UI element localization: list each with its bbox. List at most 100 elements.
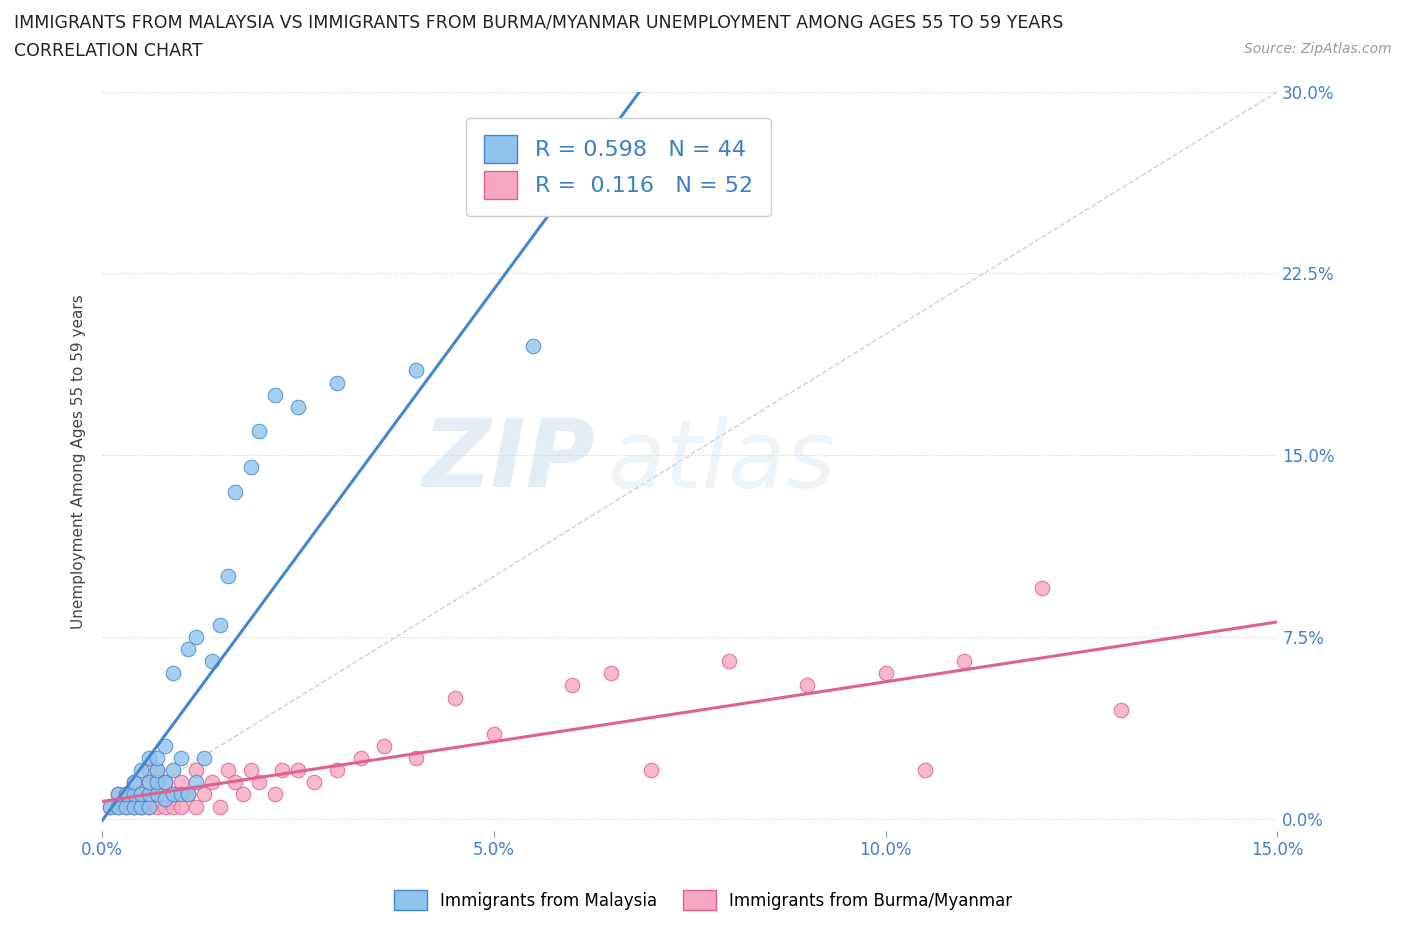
Point	[169, 775, 191, 790]
Point	[208, 799, 231, 814]
Point	[350, 751, 373, 765]
Point	[326, 375, 349, 390]
Point	[287, 399, 309, 414]
Point	[107, 799, 129, 814]
Point	[1109, 702, 1132, 717]
Point	[122, 775, 145, 790]
Point	[131, 763, 153, 777]
Point	[138, 787, 160, 802]
Point	[443, 690, 465, 705]
Point	[169, 751, 191, 765]
Point	[263, 387, 285, 402]
Point	[217, 569, 239, 584]
Point	[600, 666, 623, 681]
Point	[146, 763, 169, 777]
Point	[217, 763, 239, 777]
Point	[177, 787, 200, 802]
Point	[373, 738, 395, 753]
Point	[146, 787, 169, 802]
Point	[186, 630, 208, 644]
Point	[122, 787, 145, 802]
Point	[201, 654, 224, 669]
Point	[138, 763, 160, 777]
Point	[138, 751, 160, 765]
Point	[138, 775, 160, 790]
Point	[482, 726, 505, 741]
Point	[193, 787, 215, 802]
Y-axis label: Unemployment Among Ages 55 to 59 years: Unemployment Among Ages 55 to 59 years	[72, 294, 86, 629]
Point	[114, 799, 136, 814]
Point	[405, 751, 427, 765]
Text: atlas: atlas	[607, 416, 835, 507]
Point	[1031, 581, 1053, 596]
Point	[153, 791, 176, 806]
Point	[186, 775, 208, 790]
Point	[240, 459, 263, 474]
Point	[153, 775, 176, 790]
Point	[153, 738, 176, 753]
Point	[146, 799, 169, 814]
Point	[122, 799, 145, 814]
Point	[224, 775, 246, 790]
Point	[122, 775, 145, 790]
Text: Source: ZipAtlas.com: Source: ZipAtlas.com	[1244, 42, 1392, 56]
Point	[186, 763, 208, 777]
Point	[287, 763, 309, 777]
Point	[169, 799, 191, 814]
Point	[98, 799, 121, 814]
Point	[146, 787, 169, 802]
Point	[193, 751, 215, 765]
Point	[107, 799, 129, 814]
Legend: R = 0.598   N = 44, R =  0.116   N = 52: R = 0.598 N = 44, R = 0.116 N = 52	[465, 117, 770, 217]
Point	[263, 787, 285, 802]
Point	[247, 423, 270, 438]
Point	[131, 787, 153, 802]
Point	[146, 751, 169, 765]
Point	[271, 763, 294, 777]
Point	[162, 666, 184, 681]
Point	[107, 787, 129, 802]
Point	[114, 787, 136, 802]
Point	[131, 799, 153, 814]
Point	[122, 799, 145, 814]
Point	[153, 775, 176, 790]
Point	[153, 799, 176, 814]
Point	[717, 654, 740, 669]
Point	[146, 763, 169, 777]
Point	[114, 787, 136, 802]
Point	[177, 642, 200, 657]
Point	[875, 666, 897, 681]
Text: ZIP: ZIP	[423, 416, 596, 507]
Point	[131, 799, 153, 814]
Point	[162, 763, 184, 777]
Point	[247, 775, 270, 790]
Point	[131, 787, 153, 802]
Point	[679, 157, 702, 172]
Point	[561, 678, 583, 693]
Point	[953, 654, 976, 669]
Point	[146, 775, 169, 790]
Point	[162, 787, 184, 802]
Point	[138, 799, 160, 814]
Text: CORRELATION CHART: CORRELATION CHART	[14, 42, 202, 60]
Point	[186, 799, 208, 814]
Point	[169, 787, 191, 802]
Point	[201, 775, 224, 790]
Point	[208, 618, 231, 632]
Point	[177, 787, 200, 802]
Point	[302, 775, 325, 790]
Point	[405, 363, 427, 378]
Point	[240, 763, 263, 777]
Point	[114, 799, 136, 814]
Point	[326, 763, 349, 777]
Point	[522, 339, 544, 353]
Point	[138, 799, 160, 814]
Point	[138, 775, 160, 790]
Point	[914, 763, 936, 777]
Point	[232, 787, 254, 802]
Point	[98, 799, 121, 814]
Text: IMMIGRANTS FROM MALAYSIA VS IMMIGRANTS FROM BURMA/MYANMAR UNEMPLOYMENT AMONG AGE: IMMIGRANTS FROM MALAYSIA VS IMMIGRANTS F…	[14, 14, 1063, 32]
Point	[796, 678, 818, 693]
Point	[224, 485, 246, 499]
Point	[107, 787, 129, 802]
